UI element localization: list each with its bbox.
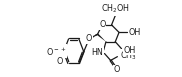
Text: O: O (114, 65, 120, 74)
Text: OH: OH (129, 28, 141, 37)
Text: HN: HN (91, 48, 103, 57)
Text: O: O (86, 34, 92, 43)
Text: CH$_3$: CH$_3$ (120, 50, 136, 62)
Text: CH$_2$OH: CH$_2$OH (101, 3, 130, 15)
Text: O: O (99, 20, 105, 29)
Text: O$^-$: O$^-$ (46, 46, 60, 57)
Polygon shape (97, 34, 106, 42)
Text: N$^+$: N$^+$ (53, 45, 66, 57)
Text: O: O (56, 57, 62, 66)
Text: OH: OH (123, 46, 135, 55)
